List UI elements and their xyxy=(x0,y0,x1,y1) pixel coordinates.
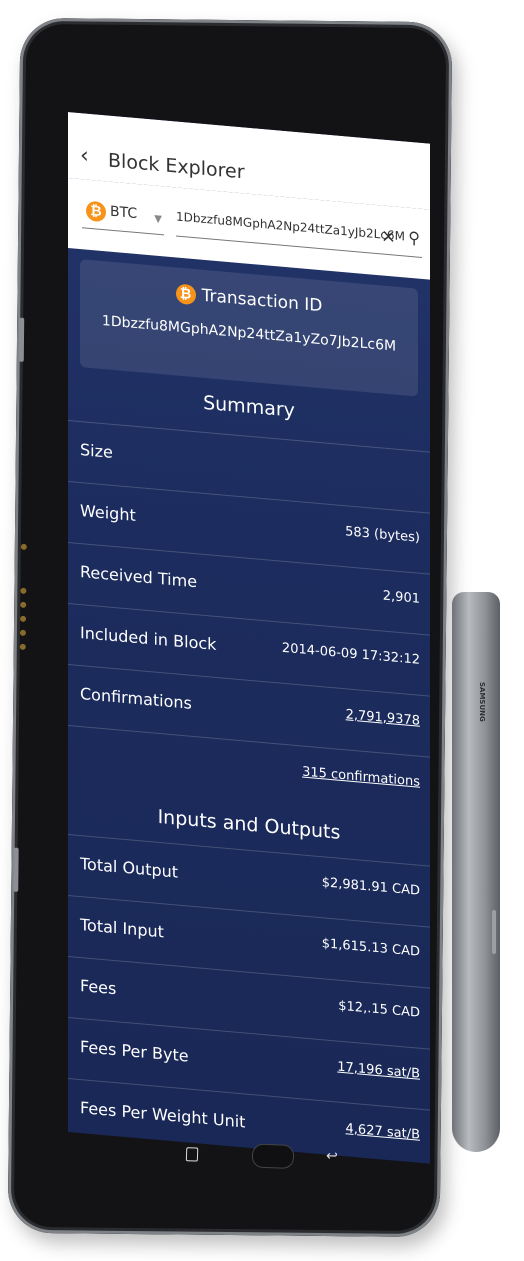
row-label: Fees Per Weight Unit xyxy=(80,1098,246,1132)
speaker-dot xyxy=(20,587,27,594)
page-title: Block Explorer xyxy=(108,149,245,184)
row-label: Size xyxy=(80,440,113,462)
row-value: $12,.15 CAD xyxy=(338,998,420,1021)
back-key-icon[interactable]: ↩ xyxy=(325,1148,339,1165)
speaker-dot xyxy=(20,601,27,608)
confirmations-link[interactable]: 315 confirmations xyxy=(302,764,420,790)
speaker-dot xyxy=(19,629,26,636)
recents-icon[interactable] xyxy=(185,1147,199,1162)
row-label: Total Output xyxy=(80,854,179,882)
row-value: $1,615.13 CAD xyxy=(321,936,420,960)
search-value: 1Dbzzfu8MGphA2Np24ttZa1yJb2Lc6M xyxy=(176,209,405,244)
transaction-heading-label: Transaction ID xyxy=(201,285,323,317)
fee-per-byte-link[interactable]: 17,196 sat/B xyxy=(337,1059,420,1082)
speaker-dot xyxy=(19,643,26,650)
inputs-outputs-list: Total Output $2,981.91 CAD Total Input $1,… xyxy=(68,834,430,1164)
bitcoin-icon: ₿ xyxy=(86,200,106,223)
caret-down-icon: ▼ xyxy=(154,213,162,226)
bitcoin-icon: ₿ xyxy=(175,283,196,306)
fee-per-weight-link[interactable]: 4,627 sat/B xyxy=(345,1121,420,1143)
row-label: Weight xyxy=(80,501,136,525)
currency-label: BTC xyxy=(110,203,138,223)
home-button[interactable] xyxy=(251,1143,295,1169)
speaker-dot xyxy=(20,543,27,550)
row-value: 583 (bytes) xyxy=(345,524,420,546)
row-label: Included in Block xyxy=(80,623,217,654)
power-button xyxy=(18,317,25,362)
speaker-dot xyxy=(20,615,27,622)
currency-selector[interactable]: ₿ BTC ▼ xyxy=(82,197,164,236)
stylus-brand: SAMSUNG xyxy=(478,682,486,722)
row-label: Total Input xyxy=(80,915,164,942)
device-nav-bar: ↩ xyxy=(185,1139,347,1175)
back-arrow-icon[interactable]: ‹ xyxy=(80,143,89,169)
row-value: 2014-06-09 17:32:12 xyxy=(281,640,420,668)
search-input[interactable]: 1Dbzzfu8MGphA2Np24ttZa1yJb2Lc6M × ⚲ xyxy=(176,205,422,258)
clear-icon[interactable]: × xyxy=(380,225,396,248)
stylus-button xyxy=(492,910,496,954)
search-icon[interactable]: ⚲ xyxy=(408,227,420,248)
volume-button xyxy=(13,847,19,892)
summary-list: Size Weight 583 (bytes) Received Time 2,90… xyxy=(68,420,430,818)
row-label: Received Time xyxy=(80,562,198,592)
row-label: Confirmations xyxy=(80,684,192,713)
app-screen: ‹ Block Explorer ₿ BTC ▼ 1Dbzzfu8MGphA2N… xyxy=(68,112,430,1164)
row-value: $2,981.91 CAD xyxy=(321,875,420,899)
row-label: Fees xyxy=(80,976,117,999)
stylus-pen: SAMSUNG xyxy=(452,592,500,1152)
transaction-card: ₿ Transaction ID 1Dbzzfu8MGphA2Np24ttZa1y… xyxy=(80,259,418,397)
row-value: 2,901 xyxy=(382,588,420,607)
block-link[interactable]: 2,791,9378 xyxy=(345,707,420,729)
row-label: Fees Per Byte xyxy=(80,1037,189,1066)
